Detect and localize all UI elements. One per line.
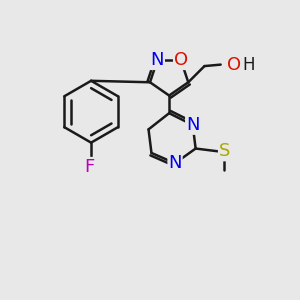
Text: H: H [242, 56, 255, 74]
Text: F: F [85, 158, 95, 176]
Text: O: O [227, 56, 241, 74]
Text: S: S [219, 142, 230, 160]
Text: N: N [186, 116, 200, 134]
Text: N: N [151, 51, 164, 69]
Text: O: O [174, 51, 188, 69]
Text: N: N [168, 154, 182, 172]
